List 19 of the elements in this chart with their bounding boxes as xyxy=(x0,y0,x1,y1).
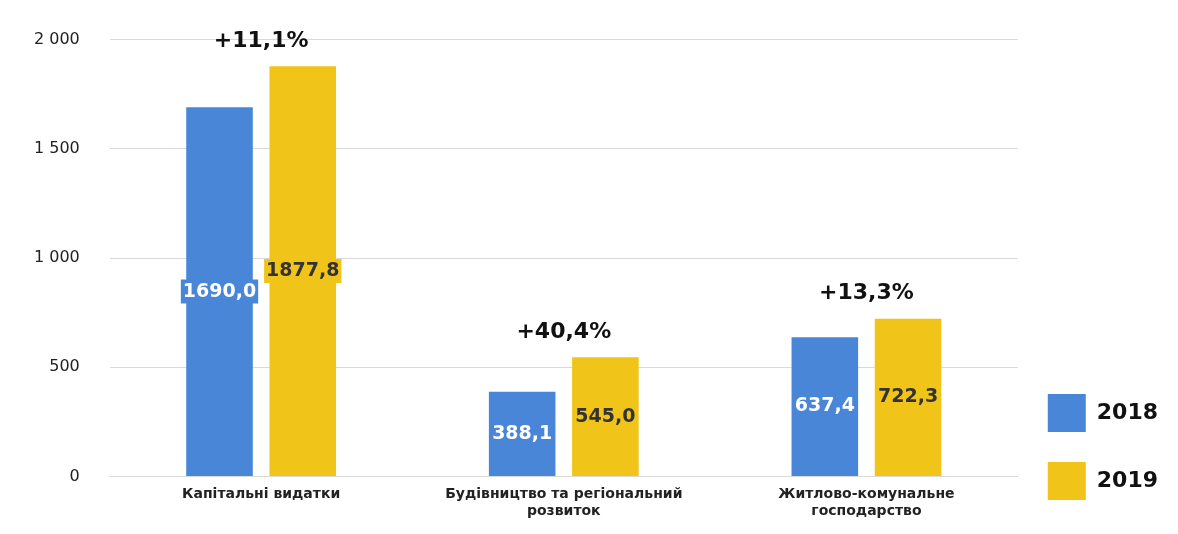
y-tick-label: 0 xyxy=(69,465,80,485)
y-tick-label: 2 000 xyxy=(33,28,80,48)
y-tick-label: 1 500 xyxy=(33,137,80,157)
x-tick-label: Капітальні видатки xyxy=(182,485,341,502)
y-tick-label: 1 000 xyxy=(33,247,80,267)
annotation: +40,4% xyxy=(516,318,612,344)
data-label: 722,3 xyxy=(878,384,939,407)
x-tick-label: Будівництво та регіональний розвиток xyxy=(445,485,683,519)
data-label: 1690,0 xyxy=(182,278,257,301)
data-label: 545,0 xyxy=(575,403,636,426)
annotation: +13,3% xyxy=(819,279,914,305)
x-tick-label: Житлово-комунальне господарство xyxy=(778,485,955,519)
y-tick-label: 500 xyxy=(49,356,80,376)
legend-label: 2019 xyxy=(1096,466,1158,492)
legend-label: 2018 xyxy=(1096,398,1158,424)
annotation: +11,1% xyxy=(213,27,309,53)
data-label: 637,4 xyxy=(794,393,855,416)
data-label: 1877,8 xyxy=(266,258,340,281)
data-label: 388,1 xyxy=(492,420,553,443)
